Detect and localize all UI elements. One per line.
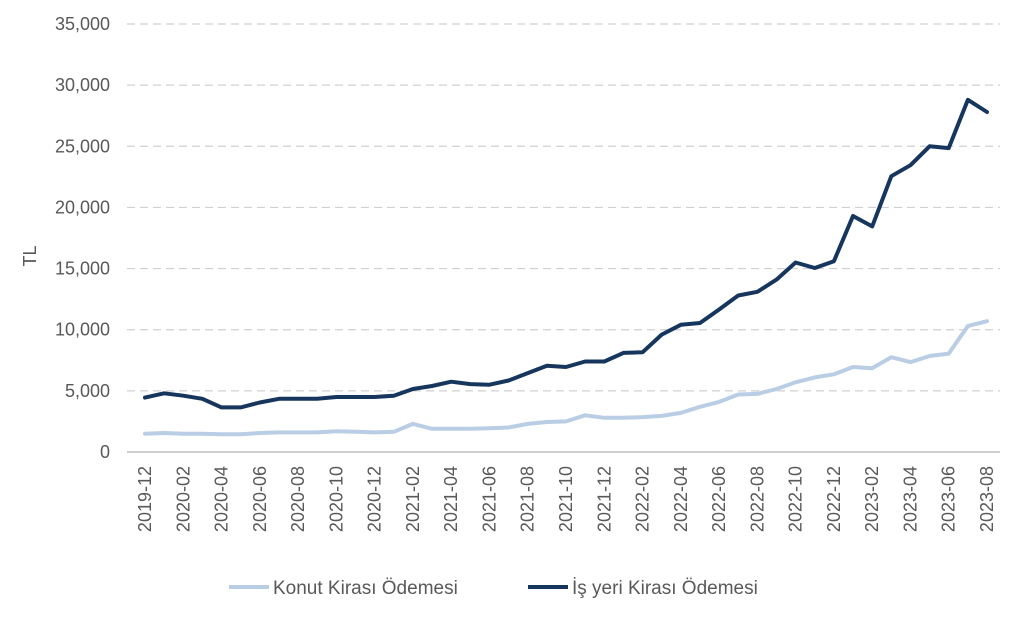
series-lines: [143, 97, 989, 437]
x-tick-label: 2021-10: [556, 466, 576, 532]
x-tick-label: 2020-08: [288, 466, 308, 532]
y-tick-label: 0: [100, 442, 110, 462]
x-axis-ticks: 2019-12 2020-02 2020-04 2020-06 2020-08 2020-…: [135, 466, 997, 532]
x-tick-label: 2020-02: [173, 466, 193, 532]
x-tick-label: 2021-08: [518, 466, 538, 532]
y-tick-label: 30,000: [55, 75, 110, 95]
y-tick-label: 5,000: [65, 381, 110, 401]
y-axis-label: TL: [20, 245, 40, 266]
y-tick-label: 10,000: [55, 320, 110, 340]
x-tick-label: 2021-04: [441, 466, 461, 532]
series-line-1: [143, 319, 989, 437]
gridlines: [127, 23, 1000, 392]
x-tick-label: 2023-04: [900, 466, 920, 532]
legend-label-2: İş yeri Kirası Ödemesi: [572, 578, 758, 599]
x-tick-label: 2022-12: [824, 466, 844, 532]
x-tick-label: 2022-04: [671, 466, 691, 532]
x-tick-label: 2020-12: [365, 466, 385, 532]
x-tick-label: 2022-08: [747, 466, 767, 532]
y-axis-ticks: 0 5,000 10,000 15,000 20,000 25,000 30,000 35,0…: [55, 14, 110, 462]
x-tick-label: 2020-06: [250, 466, 270, 532]
x-tick-label: 2020-04: [212, 466, 232, 532]
x-tick-label: 2022-06: [709, 466, 729, 532]
x-tick-label: 2023-08: [977, 466, 997, 532]
x-tick-label: 2021-02: [403, 466, 423, 532]
y-tick-label: 15,000: [55, 259, 110, 279]
y-tick-label: 20,000: [55, 197, 110, 217]
x-tick-label: 2021-12: [594, 466, 614, 532]
series-line-2: [143, 97, 989, 410]
x-tick-label: 2022-02: [633, 466, 653, 532]
x-tick-label: 2021-06: [479, 466, 499, 532]
y-tick-label: 25,000: [55, 136, 110, 156]
x-tick-label: 2023-06: [939, 466, 959, 532]
x-tick-label: 2019-12: [135, 466, 155, 532]
legend: Konut Kirası Ödemesi İş yeri Kirası Ödeme…: [229, 578, 758, 599]
x-tick-label: 2022-10: [786, 466, 806, 532]
y-tick-label: 35,000: [55, 14, 110, 34]
x-tick-label: 2023-02: [862, 466, 882, 532]
x-tick-label: 2020-10: [326, 466, 346, 532]
legend-label-1: Konut Kirası Ödemesi: [273, 578, 458, 599]
